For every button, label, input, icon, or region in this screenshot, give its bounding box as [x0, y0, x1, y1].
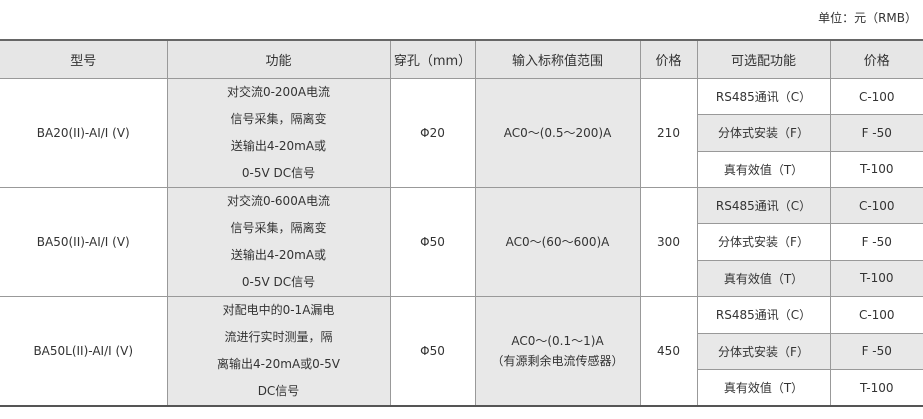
option-price-cell: C-100 [829, 186, 923, 225]
option-name-cell: 分体式安装（F） [697, 332, 831, 370]
option-price-cell: F -50 [829, 332, 923, 370]
function-line: 0-5V DC信号 [241, 166, 316, 180]
function-line: 流进行实时测量，隔 [224, 330, 333, 344]
price-cell: 210 [639, 78, 698, 188]
hole-cell: Φ50 [389, 187, 476, 297]
input-range-cell: AC0～(0.5～200)A [474, 78, 641, 188]
option-price-cell: F -50 [829, 114, 923, 152]
input-range-cell: AC0～(60～600)A [474, 187, 641, 297]
option-name-cell: 真有效值（T） [697, 259, 831, 298]
header-options: 可选配功能 [696, 39, 831, 79]
function-line: 信号采集，隔离变 [230, 112, 327, 126]
function-line: 对配电中的0-1A漏电 [222, 303, 335, 317]
price-cell: 300 [639, 187, 698, 297]
option-price-cell: F -50 [829, 223, 923, 261]
price-table: 型号 功能 穿孔（mm） 输入标称值范围 价格 可选配功能 价格 BA20(II… [0, 39, 923, 407]
option-name-cell: RS485通讯（C） [696, 296, 831, 334]
table-row: 分体式安装（F） F -50 [0, 223, 923, 261]
option-name-cell: 分体式安装（F） [697, 223, 831, 261]
header-function: 功能 [166, 39, 391, 79]
table-row: BA50(II)-AI/I (V) 对交流0-600A电流 信号采集，隔离变 送输出4… [0, 186, 923, 297]
option-price-cell: C-100 [829, 77, 923, 116]
option-name-cell: 真有效值（T） [697, 369, 831, 407]
table-row: BA50L(II)-AI/I (V) 对配电中的0-1A漏电 流进行实时测量，隔 离输… [0, 296, 923, 407]
header-price: 价格 [639, 39, 698, 79]
option-price-cell: C-100 [829, 296, 923, 334]
header-option-price: 价格 [829, 39, 923, 79]
input-range-line: AC0～(0.1～1)A [511, 334, 604, 348]
option-price-cell: T-100 [829, 369, 923, 407]
option-price-cell: T-100 [829, 259, 923, 298]
input-range-line: AC0～(0.5～200)A [503, 126, 612, 140]
function-cell: 对交流0-600A电流 信号采集，隔离变 送输出4-20mA或 0-5V DC信号 [166, 187, 391, 297]
header-row: 型号 功能 穿孔（mm） 输入标称值范围 价格 可选配功能 价格 [0, 39, 923, 79]
table-row: BA20(II)-AI/I (V) 对交流0-200A电流 信号采集，隔离变 送输出4… [0, 77, 923, 188]
function-line: 0-5V DC信号 [241, 275, 316, 289]
hole-cell: Φ20 [389, 78, 476, 188]
table-row: 分体式安装（F） F -50 [0, 332, 923, 370]
header-input-range: 输入标称值范围 [474, 39, 641, 79]
input-range-line: AC0～(60～600)A [505, 235, 610, 249]
function-line: 对交流0-600A电流 [226, 194, 331, 208]
option-name-cell: RS485通讯（C） [696, 77, 831, 116]
price-cell: 450 [639, 296, 698, 407]
function-cell: 对交流0-200A电流 信号采集，隔离变 送输出4-20mA或 0-5V DC信号 [166, 78, 391, 188]
table-row: 真有效值（T） T-100 [0, 369, 923, 407]
function-cell: 对配电中的0-1A漏电 流进行实时测量，隔 离输出4-20mA或0-5V DC信号 [166, 296, 391, 407]
table-row: 真有效值（T） T-100 [0, 150, 923, 189]
model-cell: BA50L(II)-AI/I (V) [0, 296, 168, 407]
unit-label: 单位：元（RMB） [818, 11, 917, 25]
option-name-cell: RS485通讯（C） [696, 186, 831, 225]
input-range-line: （有源剩余电流传感器） [491, 354, 624, 368]
function-line: 对交流0-200A电流 [226, 85, 331, 99]
model-cell: BA20(II)-AI/I (V) [0, 78, 168, 188]
header-model: 型号 [0, 39, 168, 79]
model-cell: BA50(II)-AI/I (V) [0, 187, 168, 297]
option-name-cell: 真有效值（T） [697, 150, 831, 189]
function-line: 送输出4-20mA或 [230, 248, 327, 262]
input-range-cell: AC0～(0.1～1)A （有源剩余电流传感器） [474, 296, 641, 407]
function-line: DC信号 [257, 384, 300, 398]
option-price-cell: T-100 [829, 150, 923, 189]
option-name-cell: 分体式安装（F） [697, 114, 831, 152]
function-line: 离输出4-20mA或0-5V [217, 357, 340, 371]
function-line: 信号采集，隔离变 [230, 221, 327, 235]
table-row: 真有效值（T） T-100 [0, 259, 923, 298]
table-row: 分体式安装（F） F -50 [0, 114, 923, 152]
header-hole: 穿孔（mm） [389, 39, 476, 79]
function-line: 送输出4-20mA或 [230, 139, 327, 153]
hole-cell: Φ50 [389, 296, 476, 407]
